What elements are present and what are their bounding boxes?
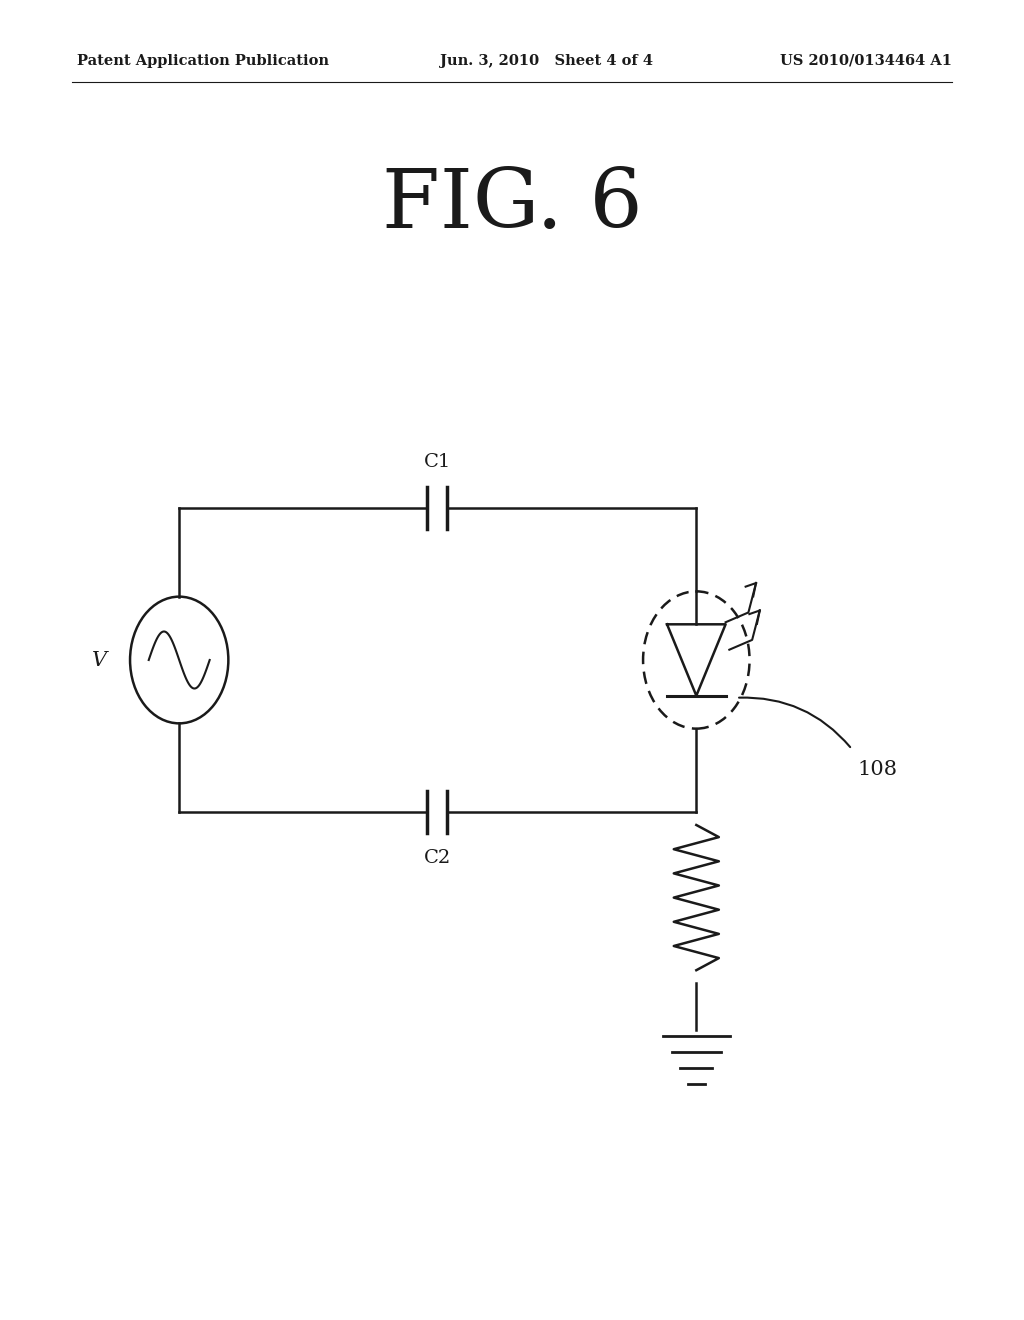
Text: C1: C1 — [424, 453, 451, 471]
Text: Patent Application Publication: Patent Application Publication — [77, 54, 329, 67]
Text: FIG. 6: FIG. 6 — [382, 165, 642, 244]
Text: US 2010/0134464 A1: US 2010/0134464 A1 — [780, 54, 952, 67]
Text: C2: C2 — [424, 849, 451, 867]
Text: 108: 108 — [857, 760, 897, 779]
Text: V: V — [92, 651, 108, 669]
Text: Jun. 3, 2010   Sheet 4 of 4: Jun. 3, 2010 Sheet 4 of 4 — [440, 54, 653, 67]
